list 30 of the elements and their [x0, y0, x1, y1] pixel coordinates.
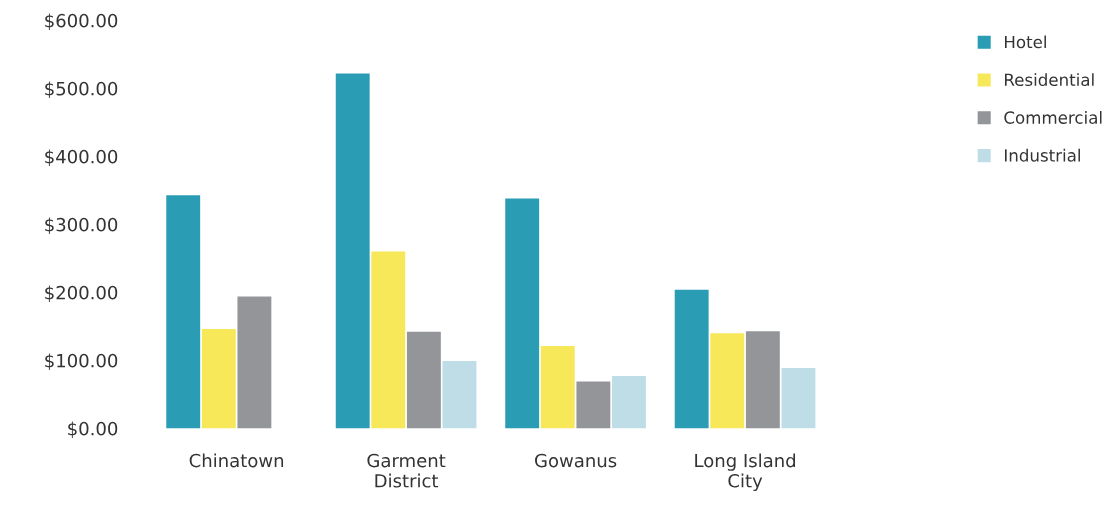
y-tick-label: $200.00: [45, 285, 118, 302]
bar: [540, 346, 575, 429]
y-tick-label: $600.00: [45, 13, 118, 30]
bar: [781, 367, 816, 429]
bar: [166, 195, 201, 429]
y-tick-label: $400.00: [45, 149, 118, 166]
legend-label: Commercial: [1004, 110, 1102, 124]
bar: [576, 381, 611, 429]
bar: [335, 73, 370, 429]
bar: [406, 331, 441, 429]
y-tick-label: $300.00: [45, 217, 118, 234]
x-tick-label: Gowanus: [535, 453, 617, 468]
bar: [371, 251, 406, 429]
bar: [612, 376, 646, 429]
bar: [237, 296, 272, 429]
legend-label: Residential: [1005, 73, 1094, 87]
legend-label: Hotel: [1005, 35, 1046, 49]
x-tick-label: Garment District: [367, 453, 446, 488]
bar: [442, 361, 477, 429]
bar: [674, 289, 709, 429]
y-tick-label: $500.00: [45, 81, 118, 98]
y-tick-label: $0.00: [68, 421, 118, 438]
y-tick-label: $100.00: [45, 353, 118, 370]
x-tick-label: Long Island City: [695, 453, 795, 492]
bar: [745, 331, 780, 429]
bar: [505, 198, 540, 429]
bar: [710, 333, 745, 429]
x-tick-label: Chinatown: [189, 453, 284, 468]
bar: [201, 329, 236, 429]
legend-label: Industrial: [1005, 148, 1080, 162]
